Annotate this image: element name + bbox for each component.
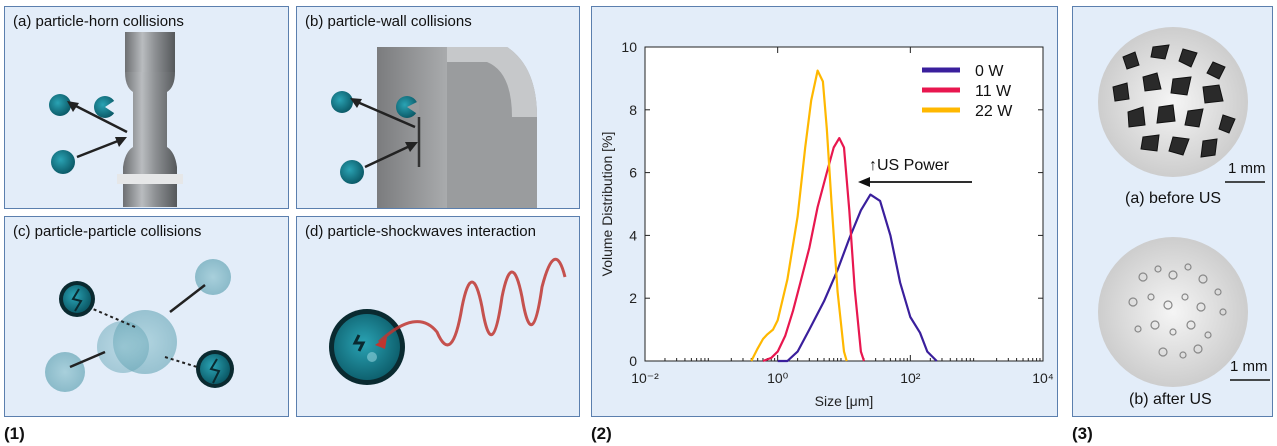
legend-label: 22 W bbox=[975, 103, 1013, 120]
x-tick-label: 10² bbox=[900, 370, 921, 386]
series-line bbox=[750, 69, 848, 362]
subpanel-d-title: (d) particle-shockwaves interaction bbox=[305, 223, 536, 240]
y-tick-label: 2 bbox=[629, 290, 637, 306]
figure-label-3: (3) bbox=[1072, 424, 1093, 443]
y-axis-label: Volume Distribution [%] bbox=[599, 132, 615, 277]
y-tick-label: 8 bbox=[629, 102, 637, 118]
particle-collision-illustration bbox=[45, 259, 234, 392]
subpanel-a-title: (a) particle-horn collisions bbox=[13, 13, 184, 30]
caption-after-us: (b) after US bbox=[1129, 391, 1212, 408]
wall-collision-illustration bbox=[331, 47, 537, 208]
legend-label: 0 W bbox=[975, 63, 1004, 80]
x-axis-label: Size [μm] bbox=[815, 393, 874, 409]
subpanel-particle: (c) particle-particle collisions bbox=[4, 216, 289, 417]
micrograph-before bbox=[1098, 27, 1270, 387]
legend-label: 11 W bbox=[975, 83, 1012, 100]
size-distribution-chart: 0 2 4 6 8 10 10⁻² 10⁰ 10² 10⁴ Size [μm] Volume Dist… bbox=[599, 39, 1054, 409]
series-line bbox=[777, 193, 938, 363]
scale-bar-label-before: 1 mm bbox=[1228, 160, 1266, 177]
subpanel-horn: (a) particle-horn collisions bbox=[4, 6, 289, 209]
annotation-text: ↑US Power bbox=[869, 157, 950, 174]
y-tick-label: 10 bbox=[621, 39, 637, 55]
x-tick-label: 10⁴ bbox=[1032, 370, 1054, 386]
series-line bbox=[762, 137, 866, 363]
annotation-arrow-head bbox=[858, 177, 870, 187]
plot-area bbox=[644, 46, 1044, 362]
y-tick-label: 0 bbox=[629, 353, 637, 369]
scale-bar-label-after: 1 mm bbox=[1230, 358, 1268, 375]
figure-label-2: (2) bbox=[591, 424, 612, 443]
subpanel-c-title: (c) particle-particle collisions bbox=[13, 223, 202, 240]
subpanel-b-title: (b) particle-wall collisions bbox=[305, 13, 472, 30]
subpanel-shockwave: (d) particle-shockwaves interaction bbox=[296, 216, 580, 417]
horn-collision-illustration bbox=[49, 32, 183, 207]
micrograph-panel: 1 mm (a) before US 1 mm (b) after US bbox=[1072, 6, 1273, 417]
caption-before-us: (a) before US bbox=[1125, 190, 1222, 207]
figure-label-1: (1) bbox=[4, 424, 25, 443]
y-tick-label: 6 bbox=[629, 165, 637, 181]
subpanel-wall: (b) particle-wall collisions bbox=[296, 6, 580, 209]
chart-panel: 0 2 4 6 8 10 10⁻² 10⁰ 10² 10⁴ Size [μm] Volume Dist… bbox=[591, 6, 1058, 417]
x-tick-label: 10⁰ bbox=[767, 370, 789, 386]
y-tick-label: 4 bbox=[629, 227, 637, 243]
x-tick-label: 10⁻² bbox=[631, 370, 659, 386]
shockwave-illustration bbox=[329, 257, 567, 385]
